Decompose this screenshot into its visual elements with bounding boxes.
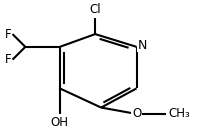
- Text: CH₃: CH₃: [168, 107, 190, 120]
- Text: OH: OH: [51, 115, 69, 129]
- Text: Cl: Cl: [89, 3, 101, 16]
- Text: F: F: [5, 53, 12, 66]
- Text: O: O: [132, 107, 141, 120]
- Text: F: F: [5, 28, 12, 41]
- Text: N: N: [137, 39, 147, 52]
